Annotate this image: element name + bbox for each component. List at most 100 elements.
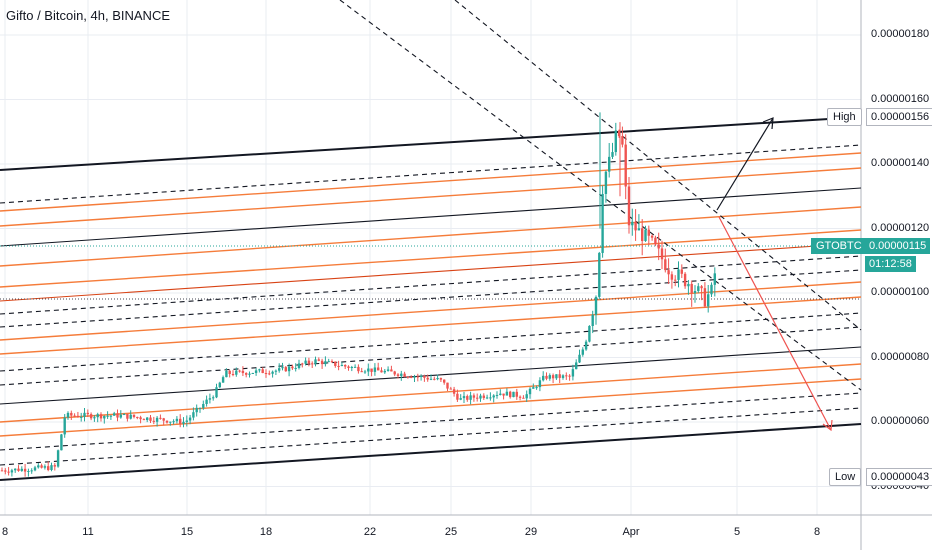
- candle-body: [116, 413, 119, 418]
- candle-body: [93, 417, 96, 419]
- candle-body: [297, 363, 301, 369]
- channel-line: [0, 152, 862, 212]
- candle-body: [353, 366, 357, 368]
- candle-body: [693, 291, 697, 294]
- candle-body: [383, 370, 386, 373]
- projection-arrowhead: [762, 117, 774, 130]
- candle-body: [311, 363, 314, 365]
- candle-body: [307, 360, 311, 364]
- candle-body: [591, 314, 594, 326]
- candle-body: [66, 412, 70, 418]
- candle-body: [538, 380, 542, 388]
- candle-body: [291, 366, 294, 369]
- candle-body: [179, 418, 182, 424]
- candle-body: [429, 378, 433, 380]
- candle-body: [70, 412, 73, 416]
- candle-body: [235, 370, 238, 375]
- candle-body: [545, 375, 548, 379]
- candle-body: [575, 362, 578, 370]
- candle-body: [251, 372, 254, 374]
- candle-body: [558, 374, 561, 378]
- candle-body: [505, 391, 509, 396]
- x-tick-label: 22: [363, 526, 377, 538]
- candle-body: [83, 412, 86, 417]
- channel-line: [0, 363, 862, 423]
- candle-body: [63, 417, 66, 435]
- candle-body: [287, 366, 291, 372]
- candle-body: [192, 412, 195, 418]
- projection-arrowhead: [822, 419, 833, 432]
- candle-body: [169, 421, 172, 423]
- candle-body: [611, 152, 614, 157]
- candle-body: [707, 294, 710, 307]
- candle-body: [175, 418, 179, 422]
- candle-body: [386, 369, 390, 371]
- candle-body: [33, 467, 37, 471]
- candle-body: [713, 273, 716, 285]
- candle-body: [7, 471, 10, 473]
- candle-body: [509, 391, 512, 398]
- candle-body: [485, 397, 489, 399]
- candle-body: [50, 465, 53, 471]
- candle-body: [261, 369, 264, 374]
- candle-body: [347, 366, 350, 369]
- candle-body: [687, 283, 690, 287]
- candle-body: [700, 286, 703, 289]
- candle-body: [627, 186, 631, 226]
- candle-body: [334, 361, 337, 366]
- candle-body: [551, 375, 555, 379]
- candle-body: [710, 284, 713, 295]
- x-tick-label: 5: [733, 526, 741, 538]
- x-tick-label: 29: [524, 526, 538, 538]
- candle-body: [446, 382, 449, 389]
- candle-body: [47, 466, 50, 471]
- candle-body: [185, 420, 188, 422]
- channel-line: [0, 167, 862, 227]
- candle-body: [449, 388, 452, 390]
- candle-body: [462, 396, 466, 399]
- candle-body: [20, 468, 23, 471]
- candle-body: [30, 470, 33, 472]
- candle-body: [350, 367, 353, 369]
- candle-body: [162, 418, 165, 421]
- candle-body: [657, 244, 660, 249]
- candle-body: [522, 397, 525, 399]
- candle-body: [139, 417, 142, 420]
- candle-body: [664, 259, 667, 271]
- projection-arrow: [716, 117, 774, 211]
- trend-line: [454, 0, 862, 331]
- candle-body: [660, 248, 664, 260]
- candle-body: [515, 391, 518, 397]
- candle-body: [367, 368, 370, 372]
- x-tick-label: 25: [444, 526, 458, 538]
- candle-body: [113, 413, 116, 416]
- x-tick-label: 11: [82, 526, 94, 538]
- candle-body: [172, 421, 175, 423]
- candle-body: [581, 349, 584, 355]
- candle-body: [594, 296, 598, 315]
- candle-body: [205, 399, 208, 404]
- candle-body: [218, 382, 221, 388]
- candle-body: [578, 354, 581, 363]
- candle-body: [647, 229, 650, 236]
- candle-body: [390, 369, 393, 372]
- candle-body: [396, 374, 400, 376]
- candle-body: [76, 415, 80, 418]
- candle-body: [241, 370, 245, 374]
- candle-body: [489, 397, 492, 399]
- candle-body: [703, 288, 707, 307]
- candle-body: [495, 394, 499, 396]
- candle-body: [419, 376, 423, 378]
- candle-body: [225, 370, 228, 378]
- x-tick-label: 8: [813, 526, 821, 538]
- channel-line: [0, 312, 862, 372]
- channel-line: [0, 378, 862, 437]
- candle-body: [182, 421, 185, 424]
- low-label-tag: Low: [829, 468, 862, 486]
- candle-body: [268, 373, 271, 375]
- candle-body: [469, 395, 472, 400]
- candle-body: [53, 465, 56, 467]
- candle-body: [406, 376, 410, 378]
